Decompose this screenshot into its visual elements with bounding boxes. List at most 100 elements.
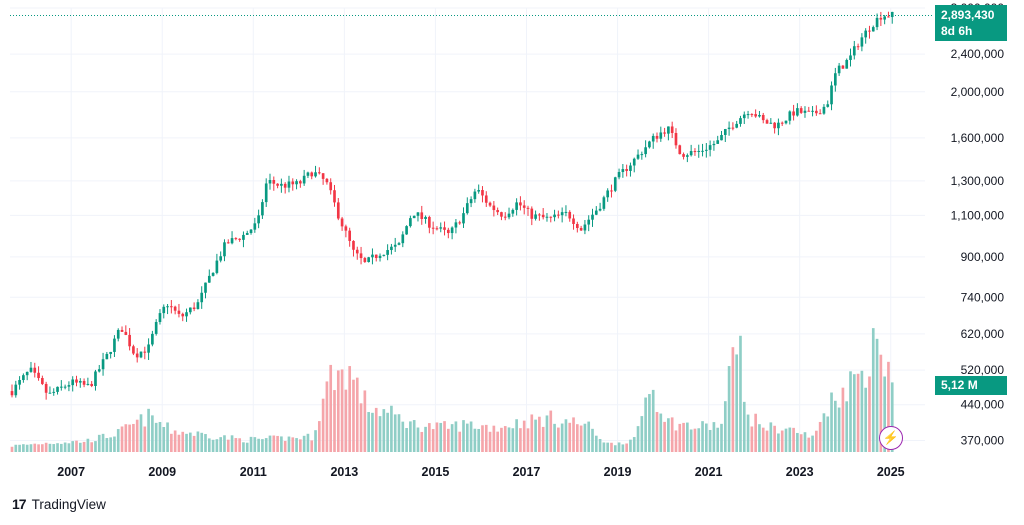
volume-bar (481, 425, 484, 452)
volume-bar (640, 416, 644, 452)
candle-body (769, 122, 773, 124)
volume-bar (431, 429, 435, 452)
y-tick-label: 2,000,000 (951, 85, 1005, 99)
candle-body (670, 126, 674, 133)
candle-body (815, 110, 818, 114)
volume-bar (272, 435, 276, 452)
volume-bar (519, 428, 522, 452)
candle-body (94, 371, 97, 386)
candle-body (507, 213, 511, 218)
volume-bar (769, 422, 773, 452)
volume-bar (242, 442, 245, 452)
candle-body (249, 229, 253, 234)
volume-bar (553, 423, 556, 452)
volume-bar (306, 433, 310, 452)
candle-body (849, 55, 852, 60)
volume-bar (617, 442, 621, 452)
volume-bar (503, 426, 507, 452)
price-axis[interactable]: 3,000,0002,400,0002,000,0001,600,0001,30… (951, 1, 1005, 448)
time-axis[interactable]: 2007 2009 2011 2013 2015 2017 2019 2021 2023 2025 (57, 465, 904, 479)
candle-body (242, 234, 245, 240)
volume-bar (765, 430, 769, 452)
candle-body (204, 282, 207, 293)
tradingview-branding[interactable]: 17 TradingView (12, 496, 106, 512)
candle-body (697, 150, 701, 152)
candle-body (424, 216, 427, 219)
candle-body (59, 386, 63, 388)
volume-bar (344, 389, 348, 452)
volume-bar (545, 415, 549, 452)
candle-body (382, 254, 386, 256)
candle-body (18, 380, 21, 385)
volume-bar (363, 390, 367, 452)
candle-body (446, 229, 450, 234)
candle-body (803, 110, 807, 113)
y-tick-label: 1,100,000 (951, 208, 1005, 222)
volume-bar (261, 439, 264, 452)
candle-body (852, 46, 856, 56)
volume-bar (348, 366, 352, 452)
volume-bar (428, 423, 431, 452)
candle-body (503, 216, 507, 218)
candle-body (166, 306, 169, 308)
y-tick-label: 900,000 (961, 250, 1005, 264)
candle-body (644, 147, 647, 155)
volume-bar (325, 381, 329, 452)
candle-body (439, 227, 443, 229)
volume-bar (572, 417, 575, 452)
volume-bar (879, 354, 883, 452)
volume-bar (655, 411, 659, 452)
candle-body (101, 359, 105, 370)
candle-body (636, 154, 640, 159)
chart-grid (10, 7, 925, 452)
candle-body (708, 145, 712, 150)
candle-body (890, 11, 894, 18)
volume-bar (139, 414, 143, 452)
volume-bar (742, 401, 746, 452)
volume-bar (170, 433, 173, 452)
candle-body (572, 218, 575, 224)
candle-body (663, 132, 666, 134)
volume-bar (135, 419, 139, 452)
x-tick-label: 2013 (330, 465, 358, 479)
candle-body (818, 113, 822, 115)
candle-body (363, 258, 367, 263)
candle-body (336, 202, 340, 219)
volume-bar (439, 422, 443, 452)
volume-bar (682, 422, 685, 452)
candle-body (268, 179, 272, 184)
candle-body (667, 126, 670, 134)
volume-bar (621, 444, 625, 452)
candle-body (837, 65, 841, 74)
volume-bar (602, 442, 606, 452)
volume-bar (667, 418, 670, 452)
candle-body (594, 210, 598, 215)
volume-bar (412, 420, 416, 452)
candle-body (488, 202, 492, 206)
lightning-icon[interactable]: ⚡ (879, 426, 903, 450)
candle-body (739, 118, 742, 124)
candle-body (511, 209, 515, 214)
volume-bar (245, 442, 249, 452)
volume-bar (723, 401, 727, 452)
volume-bar (856, 373, 860, 452)
candle-body (113, 338, 116, 352)
volume-bar (393, 414, 397, 452)
candle-body (295, 181, 298, 185)
candle-body (48, 392, 52, 394)
volume-bar (777, 433, 780, 452)
candle-body (758, 114, 761, 117)
candle-body (124, 331, 128, 335)
volume-bar (310, 440, 314, 452)
y-tick-label: 370,000 (961, 434, 1005, 448)
volume-bar (124, 424, 128, 452)
candle-body (71, 379, 75, 386)
volume-bar (754, 413, 757, 452)
candle-body (701, 150, 704, 152)
candle-body (492, 205, 496, 211)
volume-bar (59, 443, 63, 452)
volume-bar (196, 431, 200, 452)
candle-body (568, 211, 572, 219)
x-tick-label: 2025 (877, 465, 905, 479)
